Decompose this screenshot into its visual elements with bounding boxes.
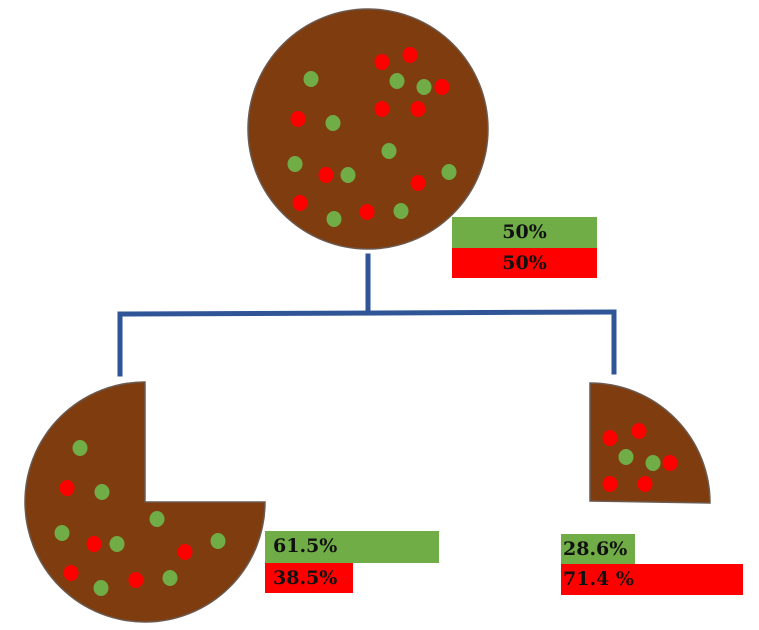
green-dot xyxy=(93,580,109,596)
green-dot xyxy=(326,211,342,227)
red-dot xyxy=(59,480,75,496)
red-dot xyxy=(410,101,426,117)
green-dot xyxy=(287,156,303,172)
right-green-label: 28.6% xyxy=(561,534,635,564)
green-dot xyxy=(325,115,341,131)
green-dot xyxy=(72,440,88,456)
green-dot xyxy=(441,164,457,180)
red-dot xyxy=(318,167,334,183)
red-dot xyxy=(402,47,418,63)
green-dot xyxy=(340,167,356,183)
connector-horizontal xyxy=(117,309,617,317)
red-dot xyxy=(63,565,79,581)
green-dot xyxy=(381,143,397,159)
green-dot xyxy=(416,79,432,95)
red-dot xyxy=(410,175,426,191)
green-dot xyxy=(393,203,409,219)
left-green-label: 61.5% xyxy=(265,531,439,563)
green-dot xyxy=(162,570,178,586)
red-dot xyxy=(177,544,193,560)
red-dot xyxy=(292,195,308,211)
red-dot xyxy=(631,423,647,439)
red-dot xyxy=(374,54,390,70)
red-dot xyxy=(662,455,678,471)
green-dot xyxy=(109,536,125,552)
left-dots xyxy=(54,440,226,596)
green-dot xyxy=(389,73,405,89)
right-pie xyxy=(589,382,711,504)
right-dots xyxy=(602,423,678,492)
red-dot xyxy=(290,111,306,127)
green-dot xyxy=(645,455,661,471)
red-dot xyxy=(86,536,102,552)
red-dot xyxy=(434,79,450,95)
green-dot xyxy=(149,511,165,527)
red-dot xyxy=(359,204,375,220)
left-node xyxy=(24,381,266,623)
green-dot xyxy=(54,525,70,541)
red-dot xyxy=(128,572,144,588)
green-dot xyxy=(210,533,226,549)
root-red-label: 50% xyxy=(452,248,597,278)
root-dots xyxy=(287,47,457,227)
root-green-label: 50% xyxy=(452,217,597,248)
right-red-label: 71.4 % xyxy=(561,564,743,595)
left-red-label: 38.5% xyxy=(265,563,353,593)
left-pie xyxy=(24,381,266,623)
root-node xyxy=(247,8,489,250)
green-dot xyxy=(618,449,634,465)
tree-connectors xyxy=(117,253,617,377)
red-dot xyxy=(602,476,618,492)
green-dot xyxy=(303,71,319,87)
green-dot xyxy=(94,484,110,500)
right-node xyxy=(589,382,711,504)
root-pie xyxy=(247,8,489,250)
red-dot xyxy=(637,476,653,492)
red-dot xyxy=(602,430,618,446)
red-dot xyxy=(374,101,390,117)
